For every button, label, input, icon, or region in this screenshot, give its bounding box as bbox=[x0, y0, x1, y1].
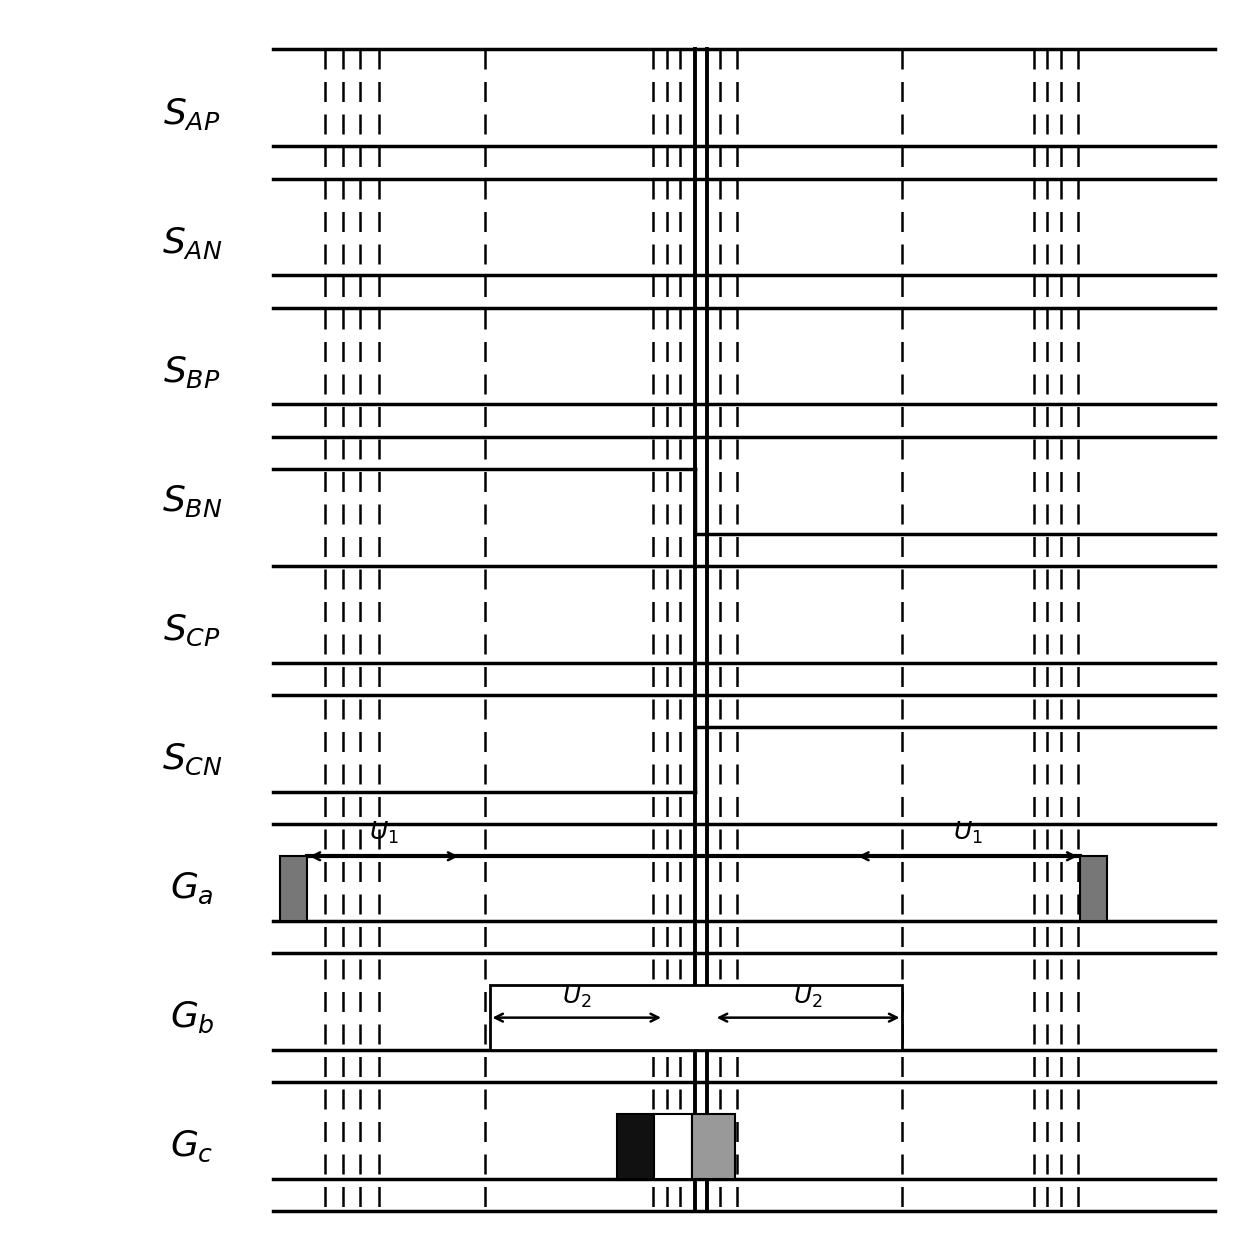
Text: $S_{AP}$: $S_{AP}$ bbox=[164, 96, 221, 132]
Text: $U_2$: $U_2$ bbox=[794, 984, 823, 1010]
Text: $G_a$: $G_a$ bbox=[170, 871, 215, 906]
Text: $G_b$: $G_b$ bbox=[170, 1000, 215, 1036]
Text: $G_c$: $G_c$ bbox=[170, 1128, 215, 1164]
Bar bbox=[280, 857, 306, 921]
Bar bbox=[490, 985, 903, 1049]
Text: $U_2$: $U_2$ bbox=[562, 984, 591, 1010]
Text: $U_1$: $U_1$ bbox=[370, 819, 399, 845]
Text: $S_{CN}$: $S_{CN}$ bbox=[161, 742, 223, 777]
Text: $U_1$: $U_1$ bbox=[952, 819, 983, 845]
Bar bbox=[655, 1115, 692, 1179]
Text: $S_{BN}$: $S_{BN}$ bbox=[162, 483, 222, 519]
Text: $S_{AN}$: $S_{AN}$ bbox=[162, 225, 222, 261]
Bar bbox=[616, 1115, 655, 1179]
Text: $S_{CP}$: $S_{CP}$ bbox=[164, 613, 221, 648]
Bar bbox=[692, 1115, 734, 1179]
Text: $S_{BP}$: $S_{BP}$ bbox=[164, 355, 221, 391]
Bar bbox=[1080, 857, 1107, 921]
